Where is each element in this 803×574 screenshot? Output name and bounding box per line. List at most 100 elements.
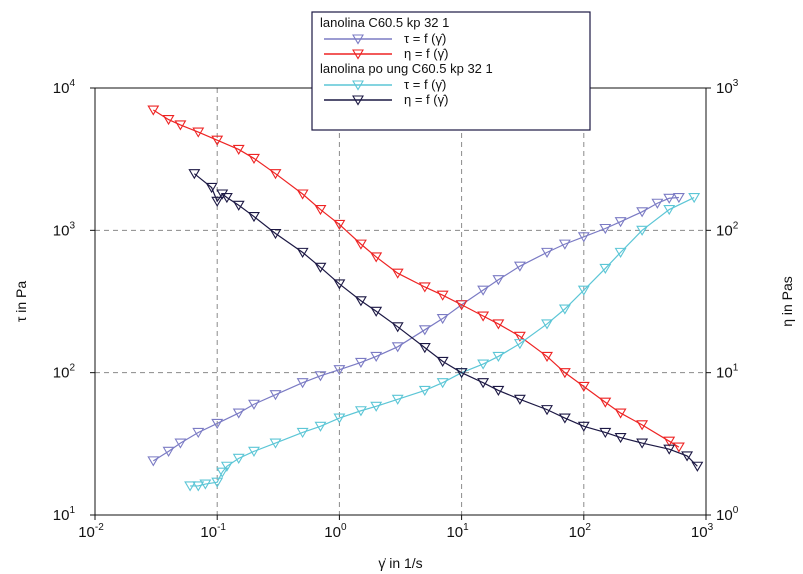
data-point — [232, 200, 245, 211]
x-tick-label: 100 — [324, 522, 347, 541]
y-axis-label-right: η in Pas — [779, 276, 795, 327]
data-point — [269, 169, 282, 180]
data-point — [558, 413, 571, 424]
data-point — [354, 357, 367, 369]
data-point — [232, 144, 245, 156]
data-point — [663, 444, 676, 455]
data-point — [577, 381, 590, 393]
data-point — [558, 239, 571, 250]
data-point — [577, 421, 590, 432]
x-tick-label: 10-2 — [78, 522, 104, 541]
data-point — [314, 262, 327, 273]
data-point — [513, 339, 526, 350]
data-point — [333, 279, 346, 290]
data-point — [147, 456, 160, 467]
data-point — [314, 204, 327, 216]
plot-frame — [94, 87, 707, 516]
series-line-1 — [152, 109, 680, 448]
data-point — [558, 368, 571, 379]
legend-swatch-marker — [352, 49, 364, 60]
data-point — [436, 356, 449, 367]
data-point — [211, 196, 224, 207]
data-point — [192, 127, 205, 138]
data-point — [211, 477, 224, 488]
data-point — [599, 427, 612, 439]
data-point — [614, 408, 627, 419]
data-point — [354, 406, 367, 417]
data-point — [232, 453, 245, 464]
data-point — [691, 461, 704, 472]
x-axis-label: γ̇ in 1/s — [378, 555, 422, 571]
data-point — [220, 192, 233, 204]
series-line-2 — [190, 196, 695, 487]
data-point — [391, 342, 404, 353]
data-point — [492, 275, 505, 286]
data-series — [147, 105, 704, 492]
data-point — [636, 225, 649, 236]
data-point — [599, 223, 612, 235]
data-point — [216, 189, 229, 200]
data-point — [436, 313, 449, 325]
data-point — [248, 153, 260, 165]
data-point — [418, 325, 431, 336]
y-tick-label-left: 103 — [53, 220, 76, 239]
series-1 — [147, 105, 685, 453]
data-point — [418, 385, 431, 397]
series-3 — [188, 169, 704, 472]
data-point — [147, 105, 160, 116]
x-tick-label: 103 — [691, 522, 714, 541]
data-point — [492, 351, 505, 363]
y-tick-label-right: 101 — [716, 363, 739, 382]
data-point — [248, 446, 260, 457]
data-point — [477, 285, 490, 296]
legend-entry-label: η = f (γ̇) — [404, 46, 448, 61]
data-point — [232, 408, 245, 419]
data-point — [418, 282, 431, 293]
data-point — [391, 268, 404, 279]
grid — [95, 88, 706, 515]
data-point — [614, 247, 627, 258]
data-point — [614, 217, 627, 228]
legend-swatch-marker — [352, 34, 364, 45]
data-point — [636, 438, 649, 449]
data-point — [162, 115, 175, 126]
data-point — [248, 399, 260, 410]
data-point — [681, 451, 694, 462]
data-point — [174, 120, 187, 131]
data-point — [370, 306, 383, 317]
y-tick-label-left: 102 — [53, 363, 76, 382]
data-point — [636, 207, 649, 218]
data-point — [314, 371, 327, 382]
data-point — [436, 378, 449, 389]
data-point — [672, 442, 685, 453]
data-point — [199, 479, 212, 490]
data-point — [391, 322, 404, 333]
y-tick-label-right: 100 — [716, 505, 739, 524]
data-point — [269, 228, 282, 240]
data-point — [296, 427, 309, 439]
data-point — [370, 351, 383, 363]
data-point — [205, 182, 218, 194]
data-point — [418, 343, 431, 354]
data-point — [269, 438, 282, 449]
data-point — [216, 467, 229, 478]
data-point — [541, 319, 553, 330]
data-point — [636, 420, 649, 431]
data-point — [663, 204, 676, 216]
data-point — [513, 261, 526, 272]
y-axis-label-left: τ in Pa — [13, 281, 29, 323]
tick-labels: 10-2 10-1 100 101 102 103 101 102 103 104 100 101 10… — [53, 78, 739, 541]
data-point — [513, 394, 526, 405]
data-point — [211, 418, 224, 429]
data-point — [220, 461, 233, 472]
data-point — [672, 192, 685, 204]
data-point — [651, 198, 664, 209]
data-point — [599, 397, 612, 408]
data-point — [248, 211, 260, 223]
data-point — [541, 405, 553, 416]
data-point — [354, 296, 367, 307]
legend-swatch-marker — [352, 80, 364, 91]
data-point — [492, 385, 505, 397]
y-tick-label-right: 103 — [716, 78, 739, 97]
